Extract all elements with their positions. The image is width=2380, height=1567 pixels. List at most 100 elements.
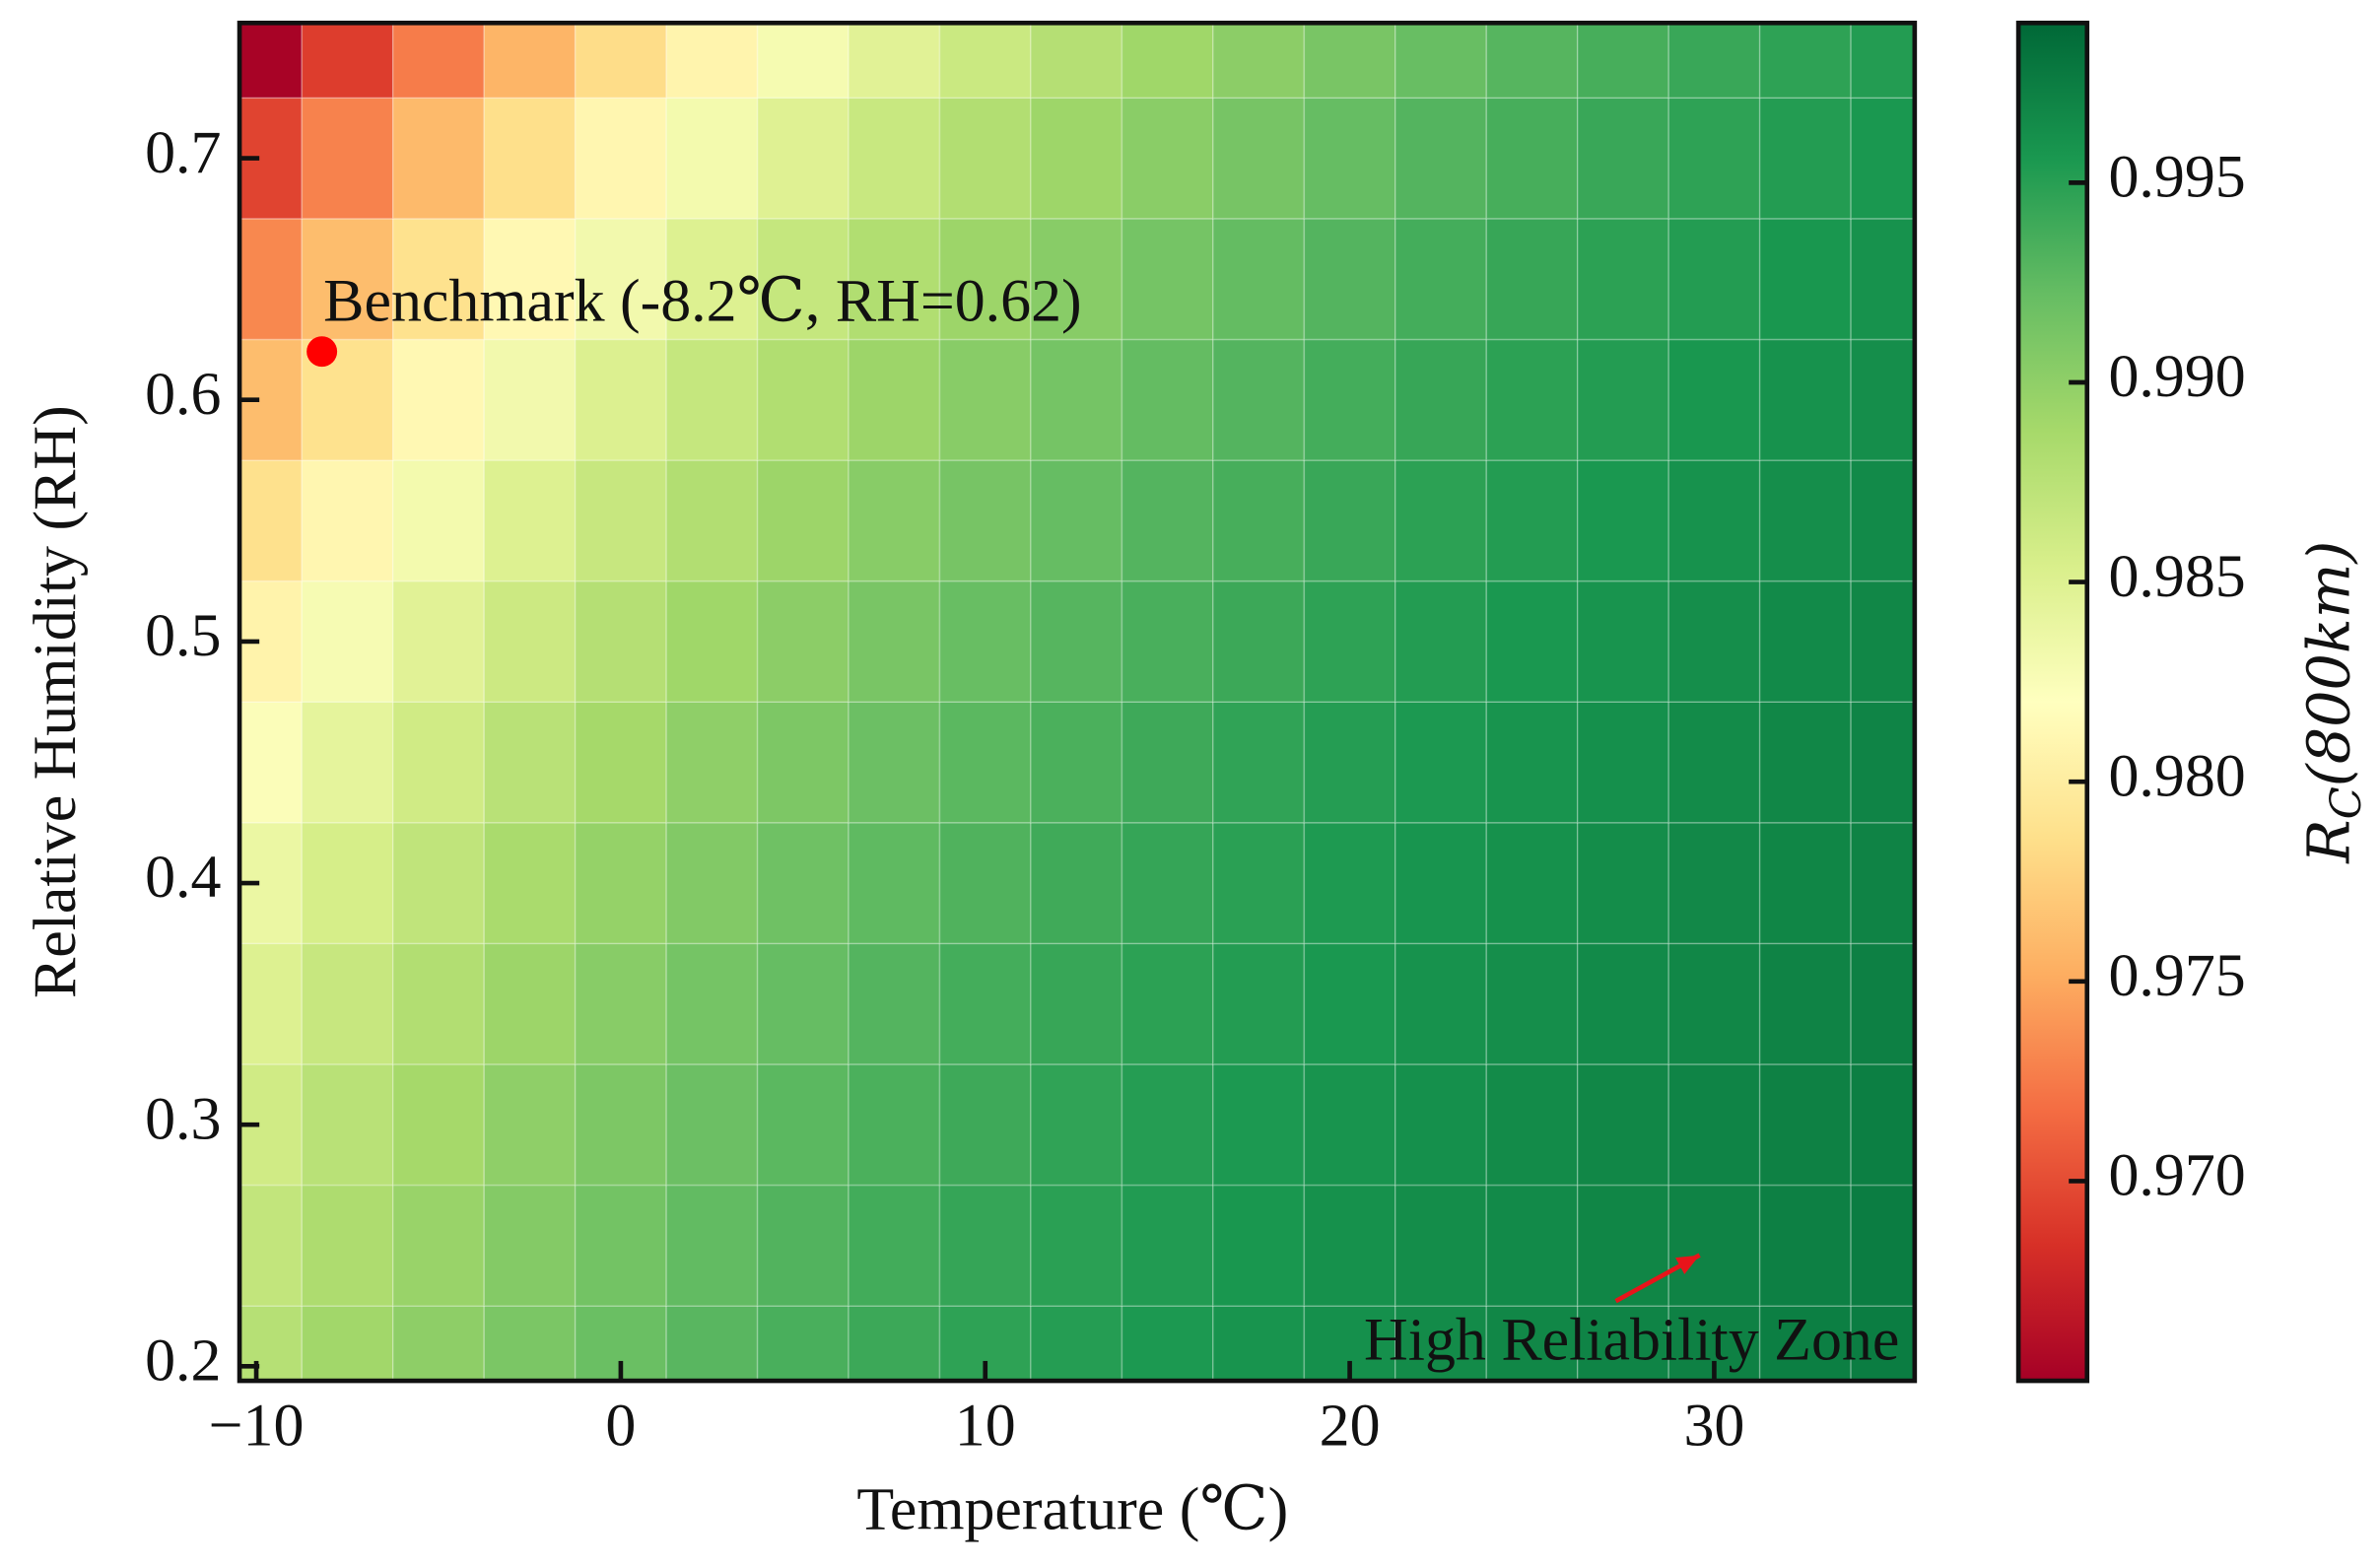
heatmap [239, 23, 1915, 1382]
colorbar-label-main: R [2295, 819, 2363, 863]
heatmap-cell [1485, 218, 1579, 341]
heatmap-cell [574, 23, 667, 100]
heatmap-cell [938, 1063, 1032, 1187]
heatmap-cell [756, 97, 850, 220]
heatmap-cell [391, 1063, 485, 1187]
heatmap-cell [665, 459, 759, 582]
heatmap-cell [1850, 701, 1915, 824]
heatmap-cell [1121, 97, 1214, 220]
heatmap-cell [1667, 1184, 1761, 1307]
heatmap-cell [1850, 579, 1915, 703]
heatmap-cell [1850, 942, 1915, 1065]
heatmap-cell [1212, 1305, 1306, 1382]
heatmap-cell [301, 701, 394, 824]
heatmap-cell [1394, 942, 1488, 1065]
heatmap-cell [391, 23, 485, 100]
heatmap-cell [1850, 1305, 1915, 1382]
heatmap-cell [756, 1184, 850, 1307]
heatmap-cell [239, 942, 304, 1065]
heatmap-cell [574, 459, 667, 582]
heatmap-cell [391, 701, 485, 824]
heatmap-cell [574, 821, 667, 945]
heatmap-cell [938, 942, 1032, 1065]
heatmap-cell [1576, 338, 1669, 461]
colorbar-label-rest: (800km) [2295, 541, 2363, 787]
heatmap-cell [574, 338, 667, 461]
heatmap-cell [1576, 1063, 1669, 1187]
x-tick-label: 0 [605, 1392, 636, 1459]
heatmap-cell [1485, 579, 1579, 703]
heatmap-cell [938, 701, 1032, 824]
heatmap-cell [1030, 1184, 1123, 1307]
colorbar-tick-label: 0.980 [2108, 742, 2245, 809]
heatmap-cell [1850, 1184, 1915, 1307]
heatmap-cell [848, 459, 941, 582]
heatmap-cell [1394, 97, 1488, 220]
heatmap-cell [574, 97, 667, 220]
heatmap-cell [1030, 821, 1123, 945]
heatmap-cell [665, 338, 759, 461]
heatmap-cell [1303, 821, 1396, 945]
heatmap-cell [1394, 821, 1488, 945]
heatmap-cell [1212, 97, 1306, 220]
heatmap-cell [1758, 1063, 1852, 1187]
heatmap-cell [1303, 942, 1396, 1065]
heatmap-cell [1576, 1184, 1669, 1307]
heatmap-cell [574, 942, 667, 1065]
y-tick-label: 0.7 [145, 119, 221, 186]
heatmap-cell [848, 1305, 941, 1382]
heatmap-cell [848, 97, 941, 220]
y-tick-label: 0.5 [145, 602, 221, 669]
heatmap-cell [1121, 1305, 1214, 1382]
heatmap-cell [1667, 942, 1761, 1065]
heatmap-cell [483, 1305, 577, 1382]
heatmap-cell [1394, 459, 1488, 582]
heatmap-cell [483, 23, 577, 100]
heatmap-cell [756, 579, 850, 703]
heatmap-cell [1576, 97, 1669, 220]
heatmap-cell [665, 23, 759, 100]
y-tick-label: 0.6 [145, 361, 221, 428]
heatmap-cell [756, 942, 850, 1065]
heatmap-cell [1758, 821, 1852, 945]
heatmap-cell [1303, 459, 1396, 582]
heatmap-cell [483, 1184, 577, 1307]
heatmap-cell [483, 218, 577, 341]
colorbar-tick-label: 0.970 [2108, 1142, 2245, 1209]
heatmap-cell [1394, 579, 1488, 703]
zone-arrow-head [1674, 1255, 1700, 1275]
heatmap-cell [391, 97, 485, 220]
heatmap-cell [848, 579, 941, 703]
heatmap-cell [1394, 338, 1488, 461]
heatmap-cell [756, 218, 850, 341]
heatmap-cell [756, 821, 850, 945]
benchmark-point [306, 336, 338, 368]
colorbar-tick-label: 0.975 [2108, 942, 2245, 1009]
heatmap-cell [1394, 23, 1488, 100]
heatmap-cell [665, 97, 759, 220]
colorbar [2015, 20, 2090, 1384]
heatmap-cell [239, 701, 304, 824]
colorbar-tick-label: 0.985 [2108, 543, 2245, 610]
heatmap-cell [1485, 1063, 1579, 1187]
heatmap-cell [1394, 1063, 1488, 1187]
heatmap-cell [1303, 579, 1396, 703]
heatmap-cell [1667, 23, 1761, 100]
y-axis-label: Relative Humidity (RH) [22, 405, 89, 998]
heatmap-cell [1758, 701, 1852, 824]
heatmap-cell [1485, 23, 1579, 100]
x-tick-label: 30 [1683, 1392, 1744, 1459]
heatmap-cell [938, 23, 1032, 100]
colorbar-label: RC(800km) [2295, 541, 2371, 864]
heatmap-cell [1850, 821, 1915, 945]
heatmap-cell [848, 701, 941, 824]
heatmap-cell [391, 1305, 485, 1382]
heatmap-cell [391, 579, 485, 703]
heatmap-cell [574, 1184, 667, 1307]
heatmap-cell [483, 338, 577, 461]
heatmap-cell [1212, 1063, 1306, 1187]
heatmap-cell [1667, 338, 1761, 461]
heatmap-cell [1576, 942, 1669, 1065]
heatmap-cell [1850, 338, 1915, 461]
heatmap-cell [848, 1184, 941, 1307]
